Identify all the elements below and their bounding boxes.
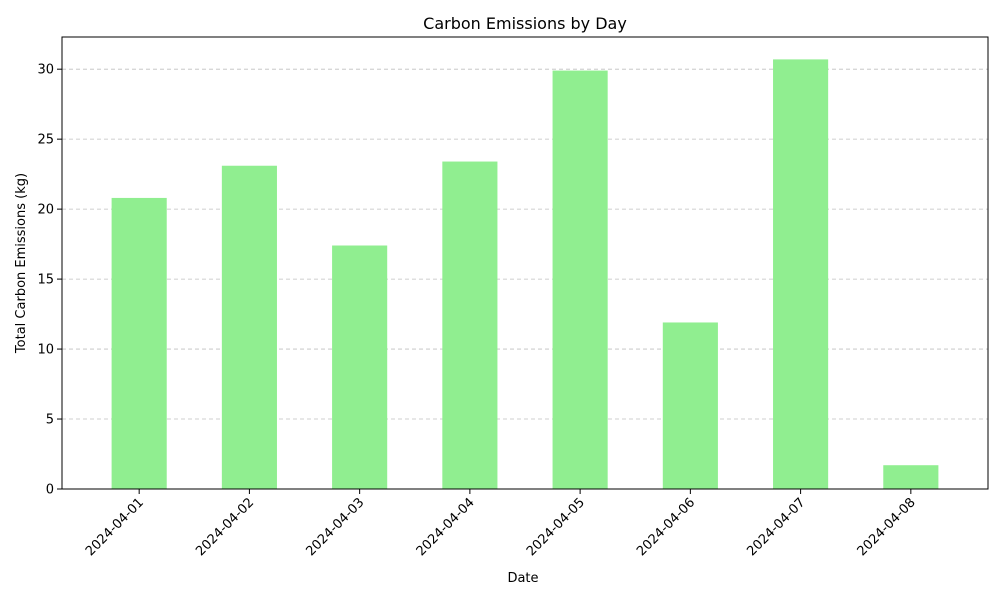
plot-frame (61, 36, 989, 490)
bar-2024-04-07 (773, 59, 829, 490)
y-axis-label: Total Carbon Emissions (kg) (14, 173, 29, 354)
x-tick-label: 2024-04-04 (414, 495, 478, 559)
y-tick-label: 20 (37, 203, 54, 218)
bar-2024-04-02 (221, 165, 277, 489)
y-tick-label: 25 (37, 133, 54, 148)
bar-2024-04-05 (552, 70, 608, 489)
y-tick-label: 5 (46, 413, 54, 428)
y-tick-label: 30 (37, 63, 54, 78)
y-tick-label: 10 (37, 343, 54, 358)
x-tick-label: 2024-04-01 (83, 495, 147, 559)
x-axis: 2024-04-01 2024-04-02 2024-04-03 2024-04-04… (83, 489, 919, 559)
y-tick-label: 0 (46, 483, 54, 498)
x-tick-label: 2024-04-07 (744, 495, 808, 559)
bar-2024-04-08 (883, 465, 939, 489)
bar-2024-04-01 (111, 197, 167, 490)
bar-2024-04-06 (662, 322, 718, 489)
x-tick-label: 2024-04-06 (634, 495, 698, 559)
bar-2024-04-03 (332, 245, 388, 489)
y-tick-label: 15 (37, 273, 54, 288)
x-tick-label: 2024-04-02 (193, 495, 257, 559)
gridlines (62, 68, 988, 420)
x-tick-label: 2024-04-03 (303, 495, 367, 559)
x-tick-label: 2024-04-08 (855, 495, 919, 559)
x-tick-label: 2024-04-05 (524, 495, 588, 559)
x-axis-label: Date (507, 571, 538, 586)
bars (111, 59, 939, 490)
bar-2024-04-04 (442, 161, 498, 489)
chart-title: Carbon Emissions by Day (423, 14, 627, 33)
y-axis: 0 5 10 15 20 25 30 (37, 63, 62, 498)
